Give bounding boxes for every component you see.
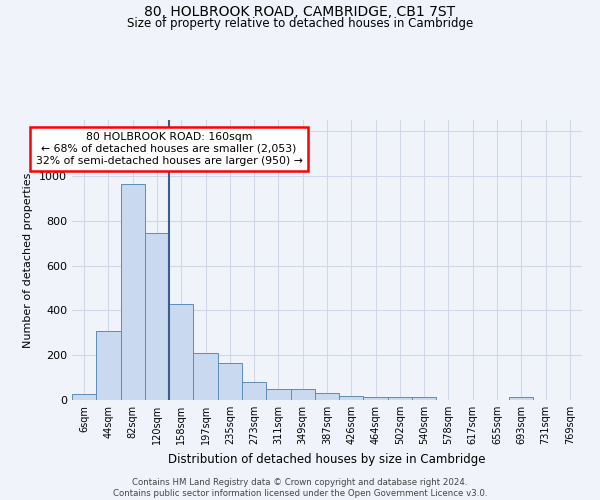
Bar — [242, 382, 266, 400]
Bar — [388, 397, 412, 400]
Bar — [72, 394, 96, 400]
Bar — [412, 397, 436, 400]
Bar — [364, 397, 388, 400]
Bar — [266, 389, 290, 400]
Bar — [218, 363, 242, 400]
Bar — [315, 393, 339, 400]
Text: Size of property relative to detached houses in Cambridge: Size of property relative to detached ho… — [127, 18, 473, 30]
Bar — [290, 389, 315, 400]
Bar — [169, 304, 193, 400]
Text: 80 HOLBROOK ROAD: 160sqm
← 68% of detached houses are smaller (2,053)
32% of sem: 80 HOLBROOK ROAD: 160sqm ← 68% of detach… — [36, 132, 302, 166]
Bar — [509, 398, 533, 400]
Y-axis label: Number of detached properties: Number of detached properties — [23, 172, 34, 348]
Bar — [193, 353, 218, 400]
Text: 80, HOLBROOK ROAD, CAMBRIDGE, CB1 7ST: 80, HOLBROOK ROAD, CAMBRIDGE, CB1 7ST — [145, 5, 455, 19]
X-axis label: Distribution of detached houses by size in Cambridge: Distribution of detached houses by size … — [168, 452, 486, 466]
Bar — [145, 233, 169, 400]
Text: Contains HM Land Registry data © Crown copyright and database right 2024.
Contai: Contains HM Land Registry data © Crown c… — [113, 478, 487, 498]
Bar — [121, 184, 145, 400]
Bar — [96, 330, 121, 400]
Bar — [339, 396, 364, 400]
